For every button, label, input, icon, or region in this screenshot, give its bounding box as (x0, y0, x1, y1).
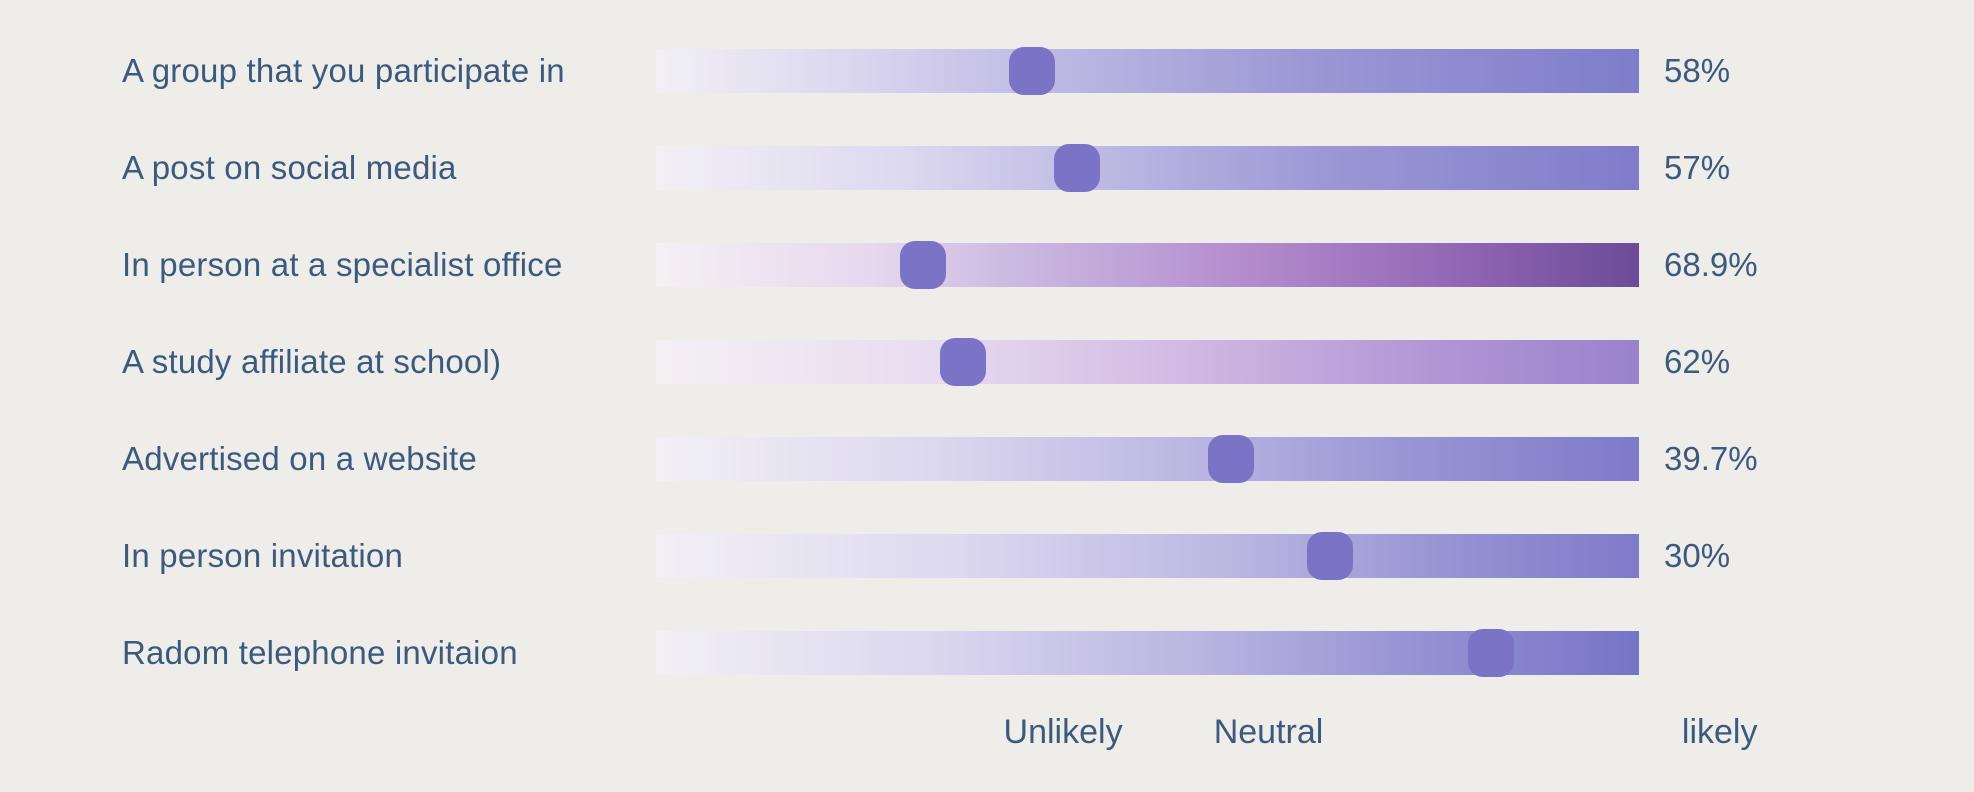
x-axis: Unlikely Neutral likely (778, 701, 1761, 771)
slider-handle[interactable] (939, 337, 986, 386)
chart-row: Radom telephone invitaion (0, 604, 1974, 701)
slider-track[interactable] (656, 46, 1639, 95)
axis-tick-likely: likely (1681, 713, 1758, 751)
value-label: 30% (1664, 536, 1731, 574)
value-label: 39.7% (1664, 439, 1758, 477)
slider-handle[interactable] (1307, 531, 1354, 580)
category-label: In person at a specialist office (122, 245, 563, 283)
rows: A group that you participate in 58% A po… (0, 22, 1974, 701)
chart-row: A group that you participate in 58% (0, 22, 1974, 119)
slider-track[interactable] (656, 434, 1639, 483)
category-label: Advertised on a website (122, 439, 477, 477)
slider-track[interactable] (656, 337, 1639, 386)
chart-row: A post on social media 57% (0, 119, 1974, 216)
category-label: A post on social media (122, 148, 457, 186)
axis-tick-unlikely: Unlikely (1003, 713, 1123, 751)
value-label: 68.9% (1664, 245, 1758, 283)
slider-track[interactable] (656, 240, 1639, 289)
category-label: Radom telephone invitaion (122, 633, 518, 671)
value-label: 57% (1664, 148, 1731, 186)
value-label: 62% (1664, 342, 1731, 380)
category-label: A study affiliate at school) (122, 342, 502, 380)
slider-track[interactable] (656, 628, 1639, 677)
chart-row: Advertised on a website 39.7% (0, 410, 1974, 507)
chart-row: In person invitation 30% (0, 507, 1974, 604)
slider-handle[interactable] (1208, 434, 1255, 483)
slider-handle[interactable] (1053, 143, 1100, 192)
slider-handle[interactable] (1467, 628, 1514, 677)
category-label: In person invitation (122, 536, 404, 574)
slider-track[interactable] (656, 531, 1639, 580)
slider-handle[interactable] (1008, 46, 1055, 95)
chart-row: A study affiliate at school) 62% (0, 313, 1974, 410)
category-label: A group that you participate in (122, 51, 565, 89)
chart-row: In person at a specialist office 68.9% (0, 216, 1974, 313)
slider-handle[interactable] (900, 240, 947, 289)
value-label: 58% (1664, 51, 1731, 89)
axis-tick-neutral: Neutral (1213, 713, 1324, 751)
slider-track[interactable] (656, 143, 1639, 192)
